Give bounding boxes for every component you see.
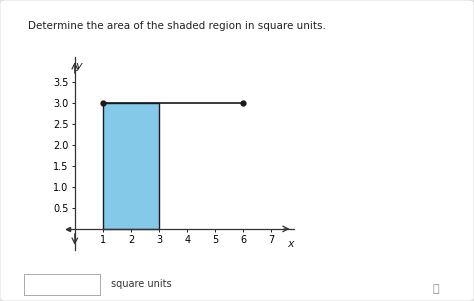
Text: y: y: [76, 61, 82, 70]
Text: square units: square units: [111, 279, 172, 290]
Bar: [103, 103, 159, 229]
Text: Determine the area of the shaded region in square units.: Determine the area of the shaded region …: [28, 21, 326, 31]
Text: ⓘ: ⓘ: [433, 284, 439, 294]
Text: x: x: [288, 239, 294, 249]
